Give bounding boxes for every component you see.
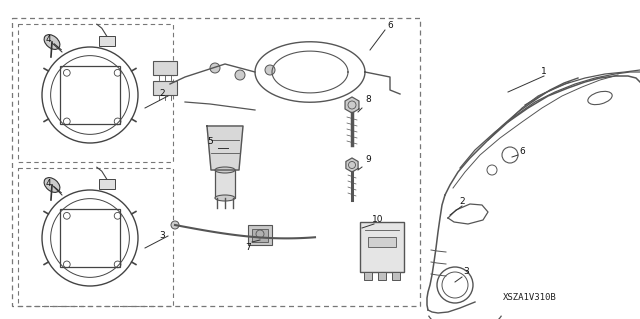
Text: 2: 2 xyxy=(159,90,165,99)
Bar xyxy=(99,179,115,189)
Bar xyxy=(60,209,120,267)
Bar xyxy=(364,272,372,280)
Text: 3: 3 xyxy=(159,232,165,241)
Bar xyxy=(378,272,386,280)
Ellipse shape xyxy=(215,195,235,201)
Bar xyxy=(60,66,120,124)
Polygon shape xyxy=(345,97,359,113)
Text: 5: 5 xyxy=(207,137,213,146)
Ellipse shape xyxy=(44,178,60,192)
Bar xyxy=(392,272,400,280)
Bar xyxy=(248,225,272,245)
Bar xyxy=(99,36,115,46)
Text: 1: 1 xyxy=(541,68,547,77)
Bar xyxy=(360,222,404,272)
Bar xyxy=(153,81,177,95)
Text: 3: 3 xyxy=(463,268,469,277)
Bar xyxy=(12,18,420,306)
Text: 6: 6 xyxy=(387,21,393,31)
Bar xyxy=(18,168,173,306)
Ellipse shape xyxy=(44,34,60,49)
Polygon shape xyxy=(346,158,358,172)
Circle shape xyxy=(265,65,275,75)
Circle shape xyxy=(210,63,220,73)
Text: 2: 2 xyxy=(459,197,465,206)
Circle shape xyxy=(235,70,245,80)
Text: XSZA1V310B: XSZA1V310B xyxy=(503,293,557,302)
Bar xyxy=(153,61,177,75)
Text: 6: 6 xyxy=(519,147,525,157)
Bar xyxy=(252,229,268,242)
Text: 7: 7 xyxy=(245,243,251,253)
Text: 9: 9 xyxy=(365,155,371,165)
Bar xyxy=(368,237,396,247)
Text: 4: 4 xyxy=(45,179,51,188)
Bar xyxy=(215,170,235,198)
Circle shape xyxy=(171,221,179,229)
Polygon shape xyxy=(207,126,243,170)
Text: 4: 4 xyxy=(45,35,51,44)
Text: 8: 8 xyxy=(365,95,371,105)
Text: 10: 10 xyxy=(372,216,384,225)
Bar xyxy=(18,24,173,162)
Ellipse shape xyxy=(215,167,235,173)
